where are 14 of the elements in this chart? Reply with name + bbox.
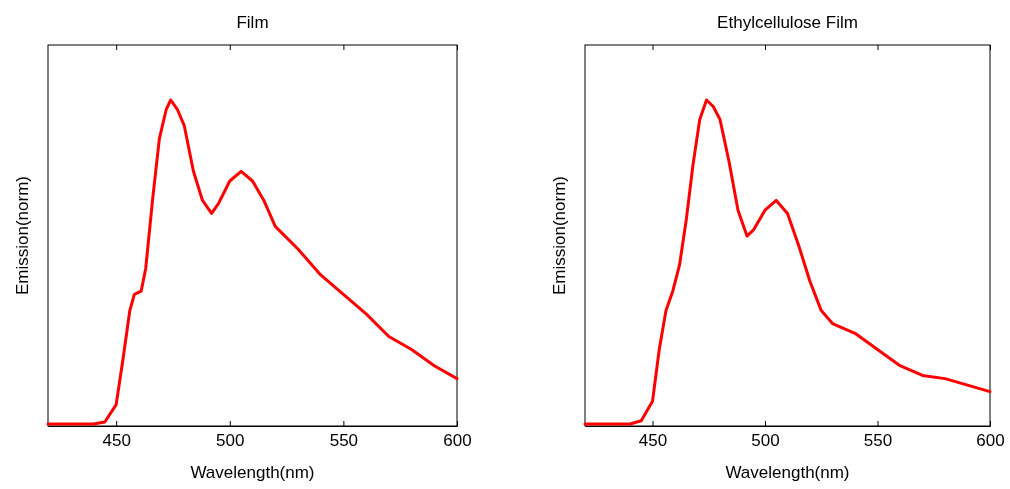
y-axis-title: Emission(norm) bbox=[13, 175, 32, 296]
x-tick-label: 500 bbox=[216, 431, 245, 451]
chart-title: Film bbox=[236, 13, 269, 32]
x-tick-label: 450 bbox=[102, 431, 131, 451]
x-tick-label: 550 bbox=[863, 431, 893, 451]
x-axis-title: Wavelength(nm) bbox=[725, 463, 850, 482]
x-tick-label: 550 bbox=[329, 431, 359, 451]
x-tick-label: 600 bbox=[976, 431, 1005, 451]
x-axis-title: Wavelength(nm) bbox=[190, 463, 315, 482]
chart-title: Ethylcellulose Film bbox=[717, 13, 858, 32]
x-tick-label: 500 bbox=[751, 431, 780, 451]
x-tick-label: 450 bbox=[638, 431, 668, 451]
x-tick-label: 600 bbox=[443, 431, 472, 451]
y-axis-title: Emission(norm) bbox=[550, 175, 569, 296]
